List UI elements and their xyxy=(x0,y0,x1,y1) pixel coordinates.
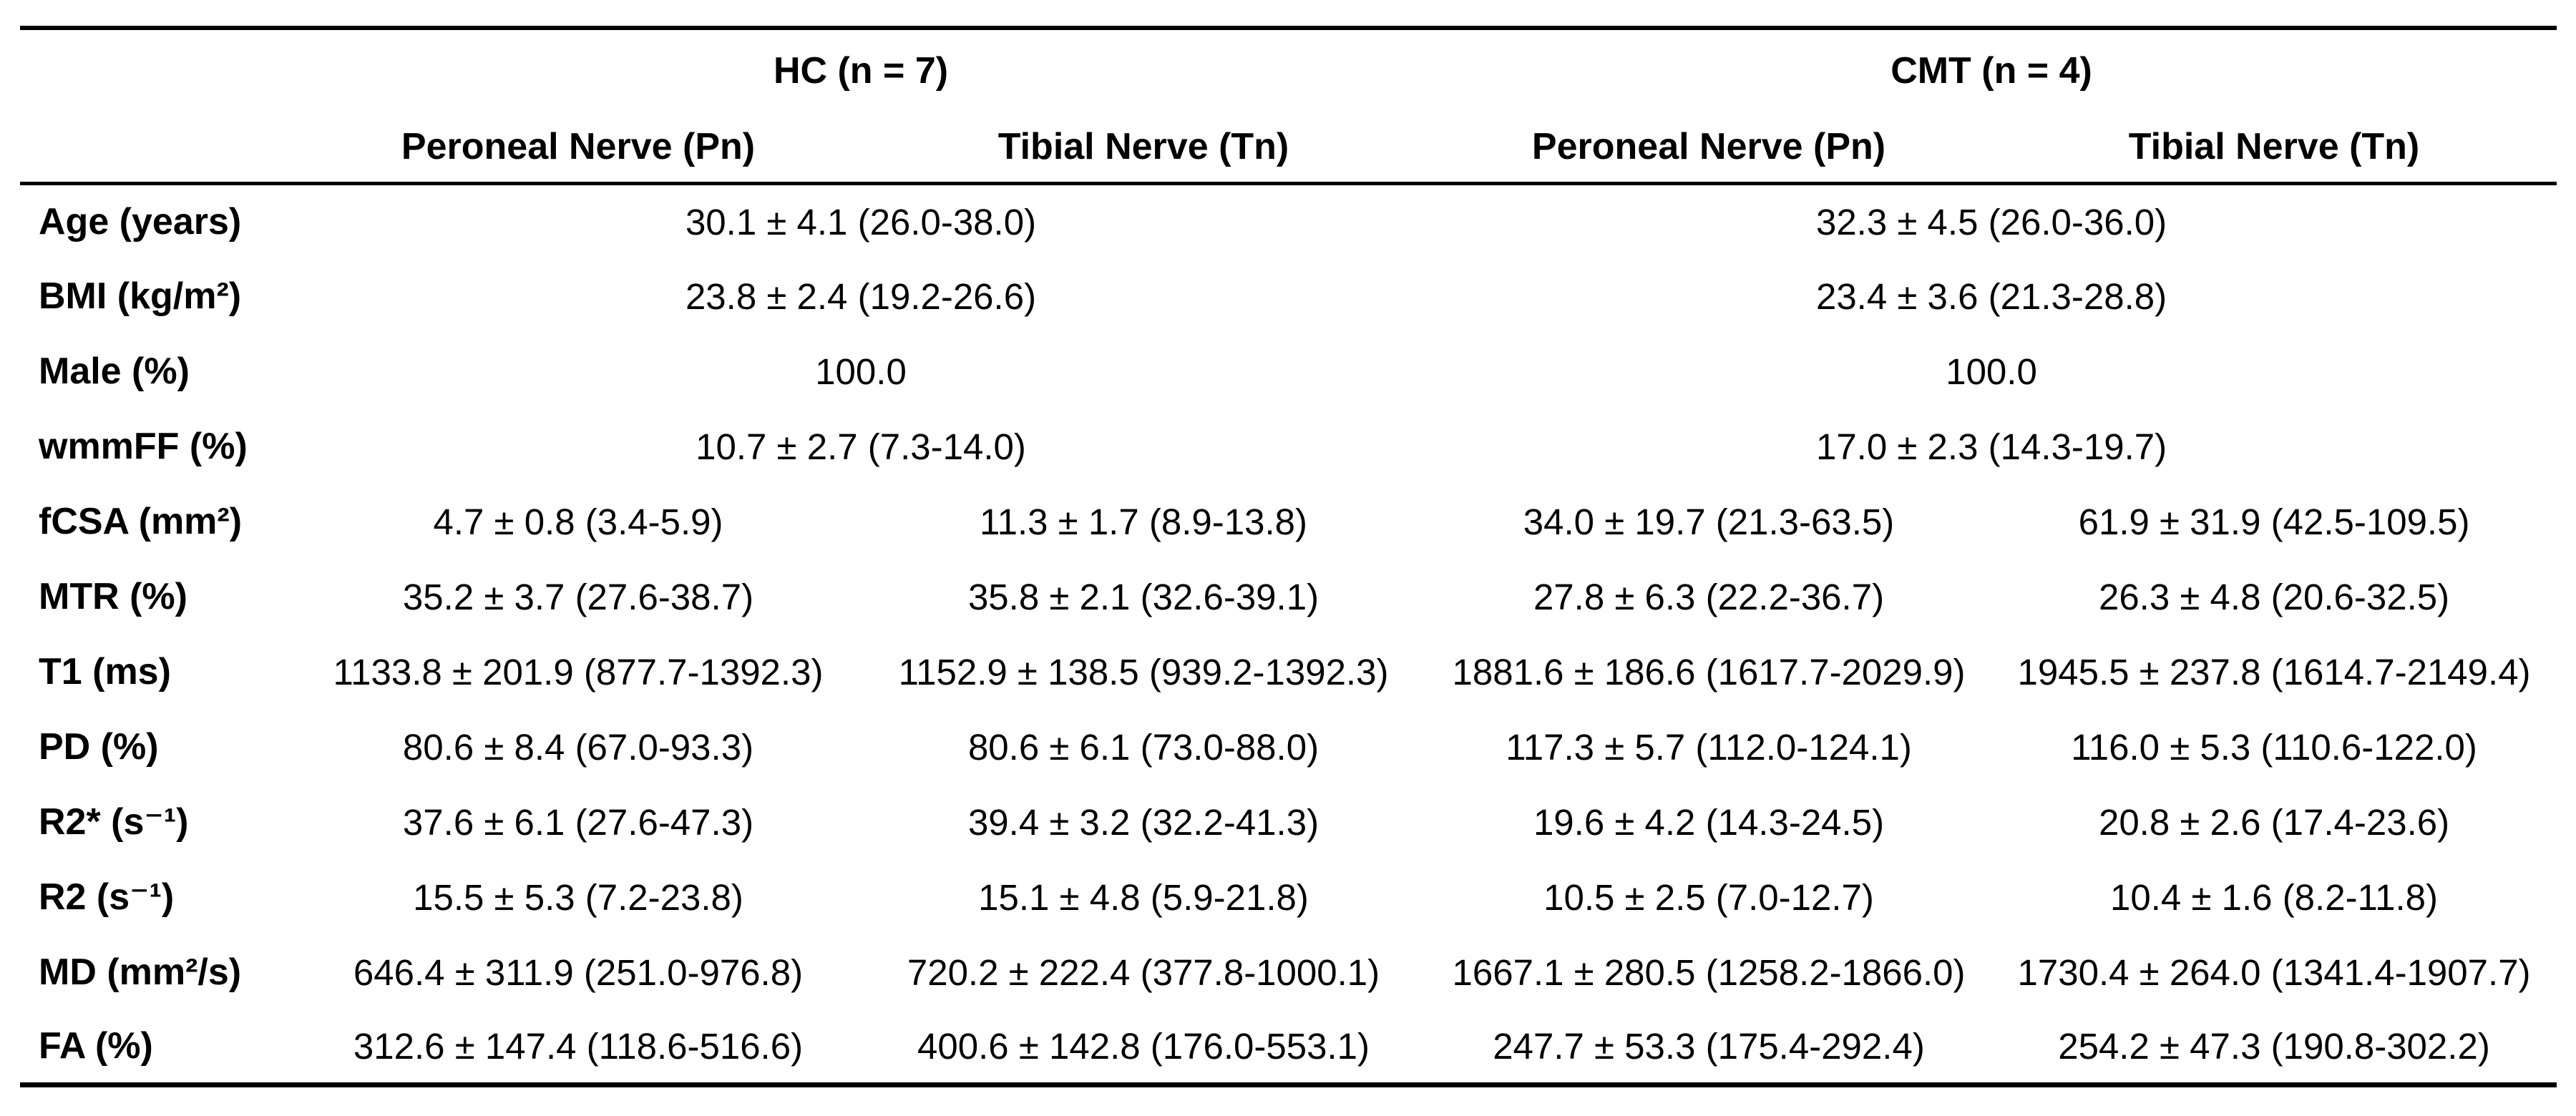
table-row-r2: R2 (s⁻¹) 15.5 ± 5.3 (7.2-23.8) 15.1 ± 4.… xyxy=(20,860,2557,935)
demographics-mri-metrics-table: HC (n = 7) CMT (n = 4) Peroneal Nerve (P… xyxy=(20,26,2557,1087)
nerve-header-row: Peroneal Nerve (Pn) Tibial Nerve (Tn) Pe… xyxy=(20,112,2557,185)
cell-value: 19.6 ± 4.2 (14.3-24.5) xyxy=(1533,801,1885,843)
table-row-t1: T1 (ms) 1133.8 ± 201.9 (877.7-1392.3) 11… xyxy=(20,635,2557,710)
row-label: wmmFF (%) xyxy=(39,426,248,467)
row-label: FA (%) xyxy=(39,1025,153,1067)
cell-value: 35.2 ± 3.7 (27.6-38.7) xyxy=(402,576,754,617)
cell-value: 37.6 ± 6.1 (27.6-47.3) xyxy=(402,801,754,843)
cell-value: 32.3 ± 4.5 (26.0-36.0) xyxy=(1815,201,2167,243)
cell-value: 80.6 ± 8.4 (67.0-93.3) xyxy=(402,726,754,768)
col-header-cmt-tibial: Tibial Nerve (Tn) xyxy=(1991,112,2557,185)
cell-value: 116.0 ± 5.3 (110.6-122.0) xyxy=(2071,726,2477,768)
cell-value: 100.0 xyxy=(815,351,907,392)
row-label: PD (%) xyxy=(39,726,159,768)
table-row-mtr: MTR (%) 35.2 ± 3.7 (27.6-38.7) 35.8 ± 2.… xyxy=(20,559,2557,635)
row-label: T1 (ms) xyxy=(39,651,171,692)
col-header-hc-peroneal: Peroneal Nerve (Pn) xyxy=(296,112,861,185)
table-row-age: Age (years) 30.1 ± 4.1 (26.0-38.0) 32.3 … xyxy=(20,184,2557,259)
cell-value: 35.8 ± 2.1 (32.6-39.1) xyxy=(967,576,1319,617)
table-row-r2star: R2* (s⁻¹) 37.6 ± 6.1 (27.6-47.3) 39.4 ± … xyxy=(20,785,2557,860)
cell-value: 23.8 ± 2.4 (19.2-26.6) xyxy=(685,275,1037,317)
cell-value: 61.9 ± 31.9 (42.5-109.5) xyxy=(2078,501,2470,542)
row-label: R2* (s⁻¹) xyxy=(39,801,189,843)
cell-value: 1730.4 ± 264.0 (1341.4-1907.7) xyxy=(2017,951,2531,993)
cell-value: 254.2 ± 47.3 (190.8-302.2) xyxy=(2058,1025,2490,1067)
cell-value: 4.7 ± 0.8 (3.4-5.9) xyxy=(433,501,723,542)
cell-value: 10.5 ± 2.5 (7.0-12.7) xyxy=(1543,876,1874,918)
cell-value: 247.7 ± 53.3 (175.4-292.4) xyxy=(1493,1025,1925,1067)
row-label: Age (years) xyxy=(39,201,242,243)
cell-value: 646.4 ± 311.9 (251.0-976.8) xyxy=(353,951,804,993)
cell-value: 26.3 ± 4.8 (20.6-32.5) xyxy=(2098,576,2450,617)
cell-value: 80.6 ± 6.1 (73.0-88.0) xyxy=(967,726,1319,768)
cell-value: 30.1 ± 4.1 (26.0-38.0) xyxy=(685,201,1037,243)
corner-cell xyxy=(20,112,296,185)
cell-value: 100.0 xyxy=(1946,351,2037,392)
cell-value: 1945.5 ± 237.8 (1614.7-2149.4) xyxy=(2017,651,2531,692)
cell-value: 20.8 ± 2.6 (17.4-23.6) xyxy=(2098,801,2450,843)
cell-value: 117.3 ± 5.7 (112.0-124.1) xyxy=(1506,726,1912,768)
cell-value: 720.2 ± 222.4 (377.8-1000.1) xyxy=(907,951,1380,993)
cell-value: 23.4 ± 3.6 (21.3-28.8) xyxy=(1815,275,2167,317)
row-label: fCSA (mm²) xyxy=(39,501,243,542)
row-label: BMI (kg/m²) xyxy=(39,275,242,317)
cell-value: 1133.8 ± 201.9 (877.7-1392.3) xyxy=(333,651,824,692)
row-label: MD (mm²/s) xyxy=(39,951,242,993)
row-label: MTR (%) xyxy=(39,576,187,617)
table-row-wmmff: wmmFF (%) 10.7 ± 2.7 (7.3-14.0) 17.0 ± 2… xyxy=(20,409,2557,484)
cell-value: 15.1 ± 4.8 (5.9-21.8) xyxy=(978,876,1309,918)
cell-value: 34.0 ± 19.7 (21.3-63.5) xyxy=(1523,501,1895,542)
cell-value: 1881.6 ± 186.6 (1617.7-2029.9) xyxy=(1452,651,1966,692)
cell-value: 10.4 ± 1.6 (8.2-11.8) xyxy=(2110,876,2439,918)
table-row-pd: PD (%) 80.6 ± 8.4 (67.0-93.3) 80.6 ± 6.1… xyxy=(20,710,2557,785)
cell-value: 10.7 ± 2.7 (7.3-14.0) xyxy=(696,426,1026,467)
row-label: Male (%) xyxy=(39,351,190,392)
table-row-fcsa: fCSA (mm²) 4.7 ± 0.8 (3.4-5.9) 11.3 ± 1.… xyxy=(20,484,2557,559)
cell-value: 39.4 ± 3.2 (32.2-41.3) xyxy=(967,801,1319,843)
col-header-hc-tibial: Tibial Nerve (Tn) xyxy=(861,112,1427,185)
cell-value: 27.8 ± 6.3 (22.2-36.7) xyxy=(1533,576,1885,617)
cell-value: 1667.1 ± 280.5 (1258.2-1866.0) xyxy=(1452,951,1966,993)
col-header-cmt-peroneal: Peroneal Nerve (Pn) xyxy=(1426,112,1992,185)
table-row-bmi: BMI (kg/m²) 23.8 ± 2.4 (19.2-26.6) 23.4 … xyxy=(20,259,2557,334)
group-header-cmt: CMT (n = 4) xyxy=(1890,50,2092,92)
corner-cell xyxy=(20,28,296,112)
table-row-md: MD (mm²/s) 646.4 ± 311.9 (251.0-976.8) 7… xyxy=(20,935,2557,1010)
group-header-row: HC (n = 7) CMT (n = 4) xyxy=(20,28,2557,112)
cell-value: 17.0 ± 2.3 (14.3-19.7) xyxy=(1815,426,2167,467)
table-row-fa: FA (%) 312.6 ± 147.4 (118.6-516.6) 400.6… xyxy=(20,1010,2557,1085)
cell-value: 312.6 ± 147.4 (118.6-516.6) xyxy=(353,1025,804,1067)
cell-value: 1152.9 ± 138.5 (939.2-1392.3) xyxy=(898,651,1389,692)
cell-value: 11.3 ± 1.7 (8.9-13.8) xyxy=(980,501,1307,542)
table-row-male: Male (%) 100.0 100.0 xyxy=(20,334,2557,409)
cell-value: 15.5 ± 5.3 (7.2-23.8) xyxy=(413,876,743,918)
row-label: R2 (s⁻¹) xyxy=(39,876,175,918)
cell-value: 400.6 ± 142.8 (176.0-553.1) xyxy=(917,1025,1370,1067)
group-header-hc: HC (n = 7) xyxy=(773,50,949,92)
